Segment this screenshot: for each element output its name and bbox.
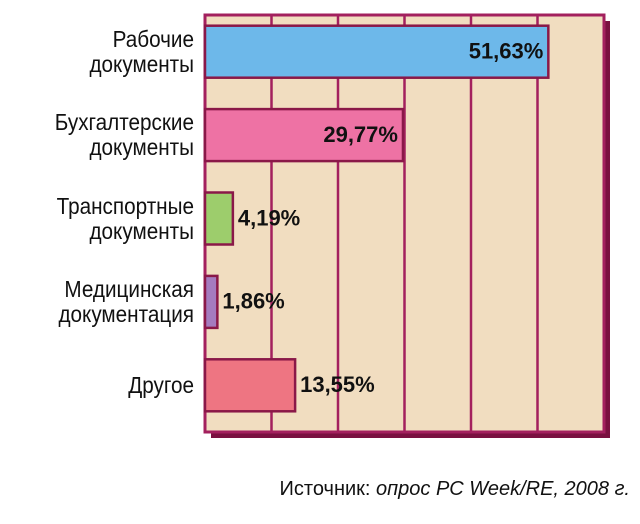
category-label: Медицинская документация — [58, 275, 194, 327]
bar — [203, 274, 219, 330]
category-label: Транспортные документы — [56, 192, 194, 244]
value-label: 29,77% — [323, 122, 398, 147]
source-label: Источник: — [279, 478, 371, 500]
value-label: 1,86% — [222, 289, 284, 314]
value-label: 13,55% — [300, 372, 375, 397]
bar — [203, 107, 405, 163]
bar — [203, 358, 297, 413]
bar — [203, 24, 550, 79]
category-label: Бухгалтерские документы — [54, 109, 194, 161]
value-label: 4,19% — [238, 205, 300, 230]
source: Источник: опрос PC Week/RE, 2008 г. — [280, 478, 630, 501]
source-text: опрос PC Week/RE, 2008 г. — [376, 478, 630, 500]
bar — [203, 191, 235, 246]
category-label: Рабочие документы — [89, 25, 194, 77]
category-label: Другое — [128, 371, 194, 398]
value-label: 51,63% — [469, 39, 544, 64]
